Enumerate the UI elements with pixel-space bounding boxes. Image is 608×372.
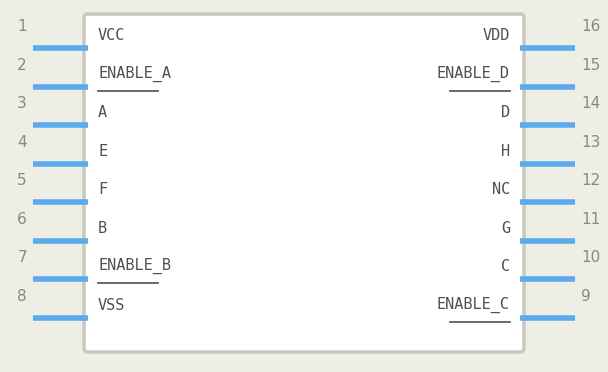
Text: 8: 8 [18, 289, 27, 304]
Text: F: F [98, 182, 107, 197]
Text: ENABLE_C: ENABLE_C [437, 297, 510, 313]
Text: 2: 2 [18, 58, 27, 73]
Text: D: D [501, 105, 510, 120]
Text: 11: 11 [581, 212, 600, 227]
Text: 13: 13 [581, 135, 600, 150]
Text: 14: 14 [581, 96, 600, 111]
Text: 5: 5 [18, 173, 27, 188]
Text: NC: NC [492, 182, 510, 197]
Text: 9: 9 [581, 289, 591, 304]
Text: 3: 3 [17, 96, 27, 111]
Text: B: B [98, 221, 107, 236]
Text: C: C [501, 259, 510, 275]
Text: ENABLE_A: ENABLE_A [98, 65, 171, 81]
Text: 12: 12 [581, 173, 600, 188]
Text: A: A [98, 105, 107, 120]
Text: 7: 7 [18, 250, 27, 266]
Text: 1: 1 [18, 19, 27, 34]
Text: ENABLE_D: ENABLE_D [437, 65, 510, 81]
Text: VDD: VDD [483, 28, 510, 43]
Text: 10: 10 [581, 250, 600, 266]
Text: VSS: VSS [98, 298, 125, 313]
Text: ENABLE_B: ENABLE_B [98, 258, 171, 275]
Text: H: H [501, 144, 510, 159]
Text: 6: 6 [17, 212, 27, 227]
Text: 4: 4 [18, 135, 27, 150]
Text: G: G [501, 221, 510, 236]
Text: 16: 16 [581, 19, 600, 34]
Text: E: E [98, 144, 107, 159]
Text: VCC: VCC [98, 28, 125, 43]
FancyBboxPatch shape [84, 14, 524, 352]
Text: 15: 15 [581, 58, 600, 73]
